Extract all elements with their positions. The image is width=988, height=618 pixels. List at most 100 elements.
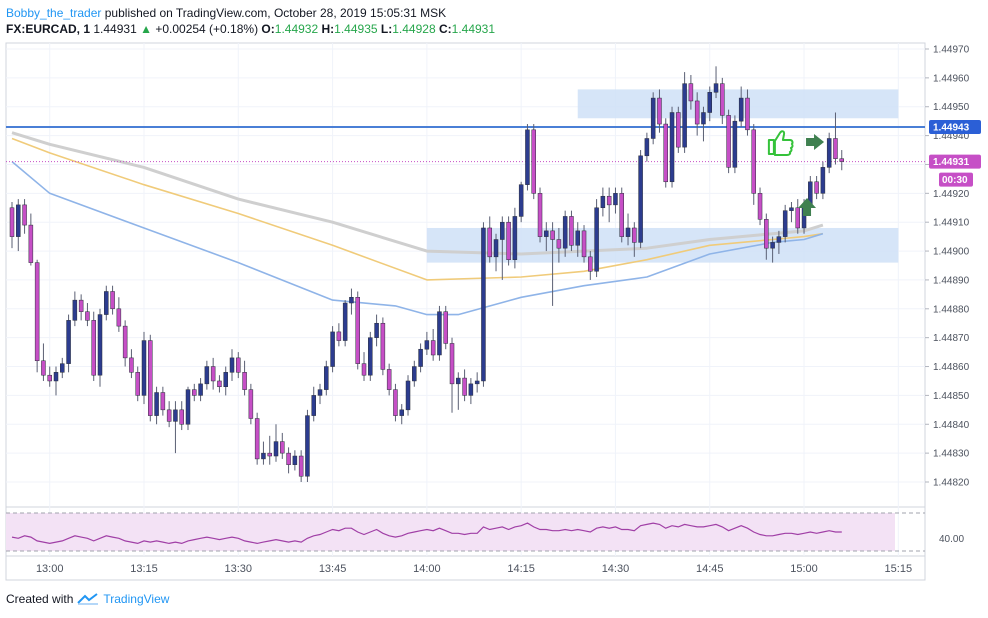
candle xyxy=(97,308,103,387)
candle xyxy=(663,118,668,188)
candle-down xyxy=(192,389,197,396)
candle-up xyxy=(349,297,354,304)
arrow-right-icon xyxy=(806,134,825,150)
open-value: 1.44932 xyxy=(274,22,319,36)
candle-down xyxy=(34,262,40,362)
candle-down xyxy=(236,357,241,373)
candle xyxy=(688,74,694,110)
candle-up xyxy=(732,120,738,168)
candle xyxy=(34,259,40,373)
rsi-line xyxy=(11,522,842,545)
candle xyxy=(185,386,191,431)
change-value: +0.00254 (+0.18%) xyxy=(155,22,259,36)
current-price-box xyxy=(929,154,981,169)
candle-down xyxy=(632,227,637,243)
candle-down xyxy=(78,299,84,312)
candle-down xyxy=(537,193,543,237)
author-link[interactable]: Bobby_the_trader xyxy=(6,6,102,20)
moving-average-line xyxy=(11,160,824,316)
candle-down xyxy=(148,340,153,416)
candle-down xyxy=(179,409,184,425)
candle xyxy=(500,216,505,280)
candle-down xyxy=(657,97,662,125)
candle-down xyxy=(694,100,700,125)
candle xyxy=(531,124,536,200)
time-tick-label: 13:45 xyxy=(319,563,347,575)
candle xyxy=(342,300,348,347)
candle-down xyxy=(720,83,725,116)
candle xyxy=(324,360,329,396)
candle xyxy=(782,204,788,243)
price-tick-label: 1.44910 xyxy=(933,218,970,229)
candle xyxy=(657,89,662,133)
candle xyxy=(261,441,266,465)
candle-down xyxy=(757,193,763,220)
candle xyxy=(789,201,794,223)
candle xyxy=(826,132,832,174)
countdown-box xyxy=(939,172,973,187)
candle-up xyxy=(782,210,788,237)
level-tag-box xyxy=(929,119,981,134)
candle xyxy=(22,199,27,234)
candle-down xyxy=(606,195,612,206)
candle xyxy=(694,92,700,136)
price-axis[interactable]: 1.44820 1.44830 1.44840 1.44850 1.44860 1.448… xyxy=(925,45,970,545)
candle-up xyxy=(292,455,298,465)
candle xyxy=(506,216,511,266)
candle-up xyxy=(330,331,335,367)
candle-up xyxy=(544,230,549,237)
candle xyxy=(173,401,178,454)
arrow-up-icon xyxy=(798,198,817,216)
candle-down xyxy=(210,366,216,382)
time-tick-label: 14:00 xyxy=(413,563,441,575)
candle xyxy=(493,233,499,272)
tradingview-brand-link[interactable]: TradingView xyxy=(103,592,170,606)
symbol-name[interactable]: FX:EURCAD, 1 xyxy=(6,22,91,36)
candle xyxy=(619,187,624,243)
candle xyxy=(600,187,606,217)
candle-down xyxy=(751,129,756,194)
time-axis[interactable]: 13:00 13:15 13:30 13:45 14:00 14:15 14:30 14:45… xyxy=(36,563,912,575)
candle-up xyxy=(826,138,832,168)
candle xyxy=(116,297,122,332)
candle xyxy=(613,187,618,214)
candle-up xyxy=(437,311,442,356)
candle-down xyxy=(619,193,624,237)
candle xyxy=(776,230,782,254)
candle xyxy=(437,305,442,361)
candle-down xyxy=(449,343,455,385)
candle-down xyxy=(336,331,342,341)
candle xyxy=(110,285,115,315)
candle-up xyxy=(424,340,430,350)
candle-up xyxy=(198,383,203,396)
candle xyxy=(217,375,222,393)
price-tick-label: 1.44850 xyxy=(933,391,970,402)
candle-up xyxy=(500,221,505,240)
candle xyxy=(594,199,599,278)
candle xyxy=(374,314,379,347)
candles xyxy=(9,66,845,482)
candle-up xyxy=(682,83,687,148)
candle xyxy=(380,317,386,376)
price-levels xyxy=(6,125,925,163)
candle xyxy=(317,383,323,405)
candle xyxy=(556,227,562,263)
candle-up xyxy=(173,409,178,422)
candle-down xyxy=(135,372,140,396)
candle xyxy=(122,320,128,367)
candle xyxy=(273,424,279,462)
price-tick-label: 1.44890 xyxy=(933,275,970,286)
candle-up xyxy=(374,322,379,338)
time-tick-label: 13:15 xyxy=(130,563,158,575)
candle xyxy=(47,366,52,387)
level-tag-text: 1.44943 xyxy=(933,122,970,133)
candle-down xyxy=(814,181,819,194)
candle xyxy=(751,124,756,205)
candle xyxy=(66,314,71,373)
candle xyxy=(223,366,228,396)
candle xyxy=(336,323,342,347)
candle xyxy=(732,115,738,174)
candle-down xyxy=(443,311,448,344)
candle-up xyxy=(66,320,71,364)
